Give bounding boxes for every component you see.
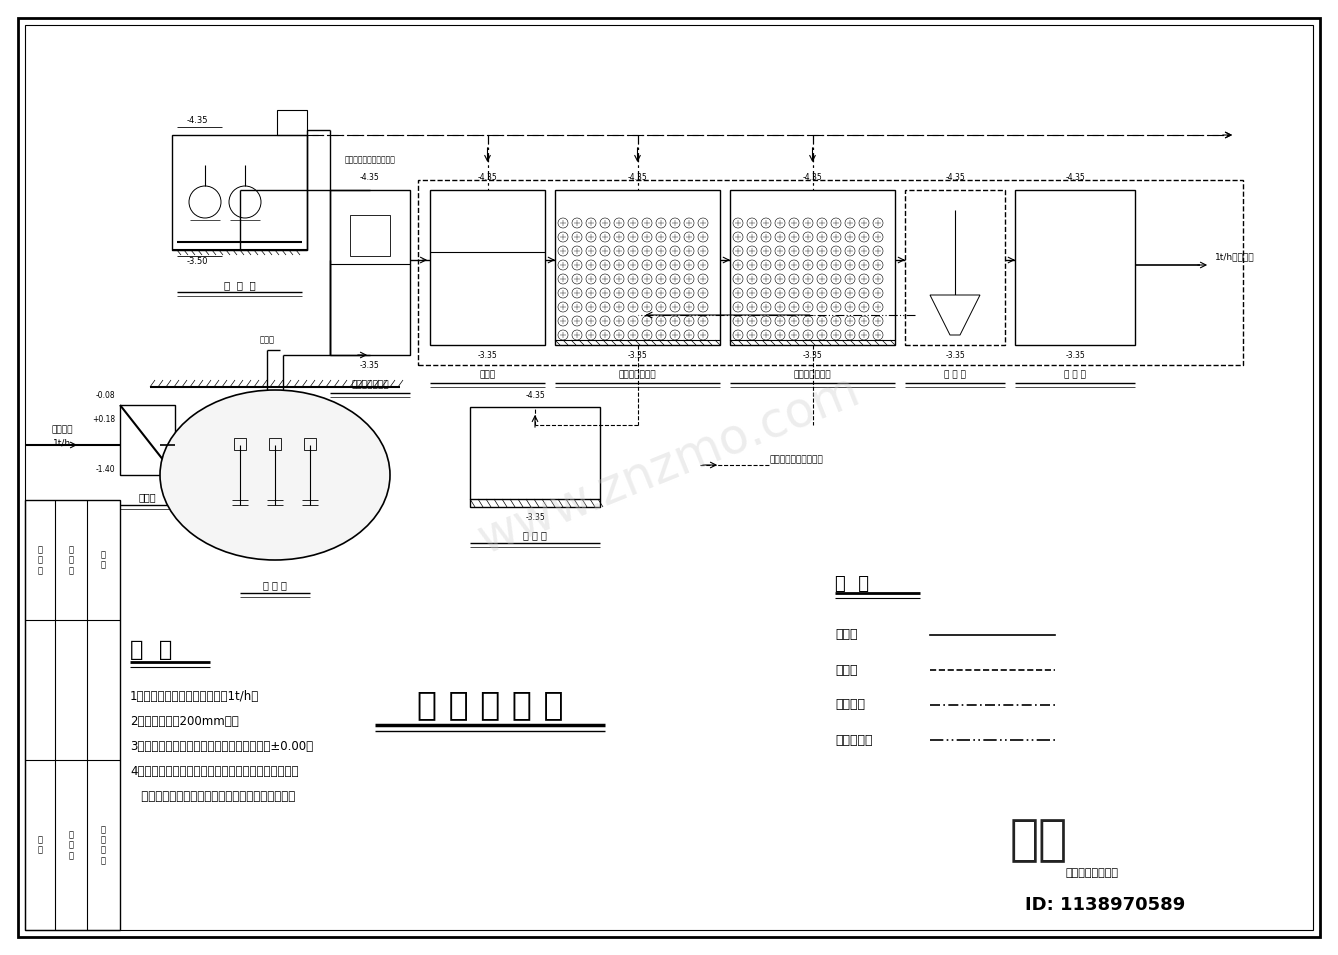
Text: 图
名: 图 名: [37, 836, 43, 855]
Text: 2、设备垫层为200mm厚。: 2、设备垫层为200mm厚。: [130, 715, 238, 728]
Text: 图  例: 图 例: [835, 575, 868, 593]
Text: 相
核
查
合: 相 核 查 合: [100, 825, 106, 865]
Text: -3.35: -3.35: [360, 360, 380, 370]
Text: 知来: 知来: [1010, 816, 1068, 864]
Text: 1t/h: 1t/h: [54, 438, 71, 448]
Bar: [1016, 190, 1135, 345]
Text: -3.35: -3.35: [945, 350, 965, 359]
Text: -1.40: -1.40: [95, 465, 115, 475]
Text: -4.35: -4.35: [186, 117, 207, 125]
Text: 1t/h达标排放: 1t/h达标排放: [1215, 252, 1255, 262]
Bar: [731, 190, 895, 345]
Bar: [277, 110, 306, 135]
Text: 为一体化装配、罐体串联的埋地式污水处理装置。: 为一体化装配、罐体串联的埋地式污水处理装置。: [130, 790, 296, 803]
Text: 3、本工程采用相对标高，以设备所在地面为±0.00。: 3、本工程采用相对标高，以设备所在地面为±0.00。: [130, 740, 313, 753]
Bar: [330, 190, 409, 355]
Bar: [173, 135, 306, 250]
Text: 污泥定期用吸粪车运走: 污泥定期用吸粪车运走: [769, 456, 824, 464]
Text: 厌氧池: 厌氧池: [479, 371, 495, 379]
Text: 生产污水处理工程: 生产污水处理工程: [1065, 868, 1119, 878]
Text: 污水管: 污水管: [835, 628, 858, 642]
Bar: [269, 438, 281, 450]
Text: 二级接触氧化池: 二级接触氧化池: [793, 371, 831, 379]
Bar: [904, 190, 1005, 345]
Text: 审
建
鉴: 审 建 鉴: [68, 830, 74, 860]
Text: 污 泥 池: 污 泥 池: [523, 530, 547, 540]
Text: 设  备  仓: 设 备 仓: [223, 280, 256, 290]
Bar: [429, 190, 545, 345]
Text: 鼓风风管: 鼓风风管: [835, 698, 864, 711]
Text: 混合液回流: 混合液回流: [835, 733, 872, 747]
Text: 一级接触氧化池: 一级接触氧化池: [618, 371, 657, 379]
Text: 污泥管: 污泥管: [835, 664, 858, 676]
Text: 清 水 池: 清 水 池: [1064, 371, 1086, 379]
Text: -4.35: -4.35: [1065, 174, 1085, 182]
Text: -3.35: -3.35: [628, 350, 648, 359]
Text: ID: 1138970589: ID: 1138970589: [1025, 896, 1185, 914]
Bar: [304, 438, 316, 450]
Bar: [25, 500, 120, 930]
Text: 隔用油水分离器: 隔用油水分离器: [351, 380, 389, 390]
Text: -4.35: -4.35: [478, 174, 498, 182]
Polygon shape: [930, 295, 979, 335]
Text: -3.35: -3.35: [524, 513, 545, 521]
Bar: [555, 190, 720, 345]
Ellipse shape: [161, 390, 389, 560]
Text: 1、本工程废水处理设计水量为1t/h。: 1、本工程废水处理设计水量为1t/h。: [130, 690, 260, 703]
Text: +0.18: +0.18: [92, 415, 115, 425]
Text: 调 节 池: 调 节 池: [264, 580, 286, 590]
Text: 电动阀及流量计控制管线: 电动阀及流量计控制管线: [345, 156, 396, 164]
Text: -3.35: -3.35: [1065, 350, 1085, 359]
Text: -4.35: -4.35: [524, 391, 545, 399]
Text: 工 艺 流 程 图: 工 艺 流 程 图: [416, 689, 563, 721]
Text: 通
风
暖: 通 风 暖: [68, 545, 74, 575]
Text: -4.35: -4.35: [803, 174, 823, 182]
Text: -4.35: -4.35: [945, 174, 965, 182]
Text: -3.35: -3.35: [478, 350, 498, 359]
Text: -3.50: -3.50: [186, 258, 207, 266]
Text: -3.35: -3.35: [803, 350, 823, 359]
Text: www.znzmo.com: www.znzmo.com: [471, 367, 867, 563]
Text: 4、本项目除格栅井钢砼结构外，其他主要工艺构筑物: 4、本项目除格栅井钢砼结构外，其他主要工艺构筑物: [130, 765, 298, 778]
Bar: [234, 438, 246, 450]
Text: 生产污水: 生产污水: [51, 426, 72, 435]
Text: -4.35: -4.35: [360, 174, 380, 182]
Bar: [120, 405, 175, 475]
Text: -4.35: -4.35: [628, 174, 648, 182]
Text: 格栅井: 格栅井: [139, 492, 157, 502]
Text: 气
电: 气 电: [100, 550, 106, 570]
Text: 提升泵: 提升泵: [260, 335, 274, 345]
Bar: [351, 215, 389, 256]
Text: 说  明: 说 明: [130, 640, 173, 660]
Bar: [417, 180, 1243, 365]
Bar: [470, 407, 599, 507]
Text: 水
排
管: 水 排 管: [37, 545, 43, 575]
Text: 二 氧 池: 二 氧 池: [945, 371, 966, 379]
Text: -0.08: -0.08: [95, 391, 115, 399]
